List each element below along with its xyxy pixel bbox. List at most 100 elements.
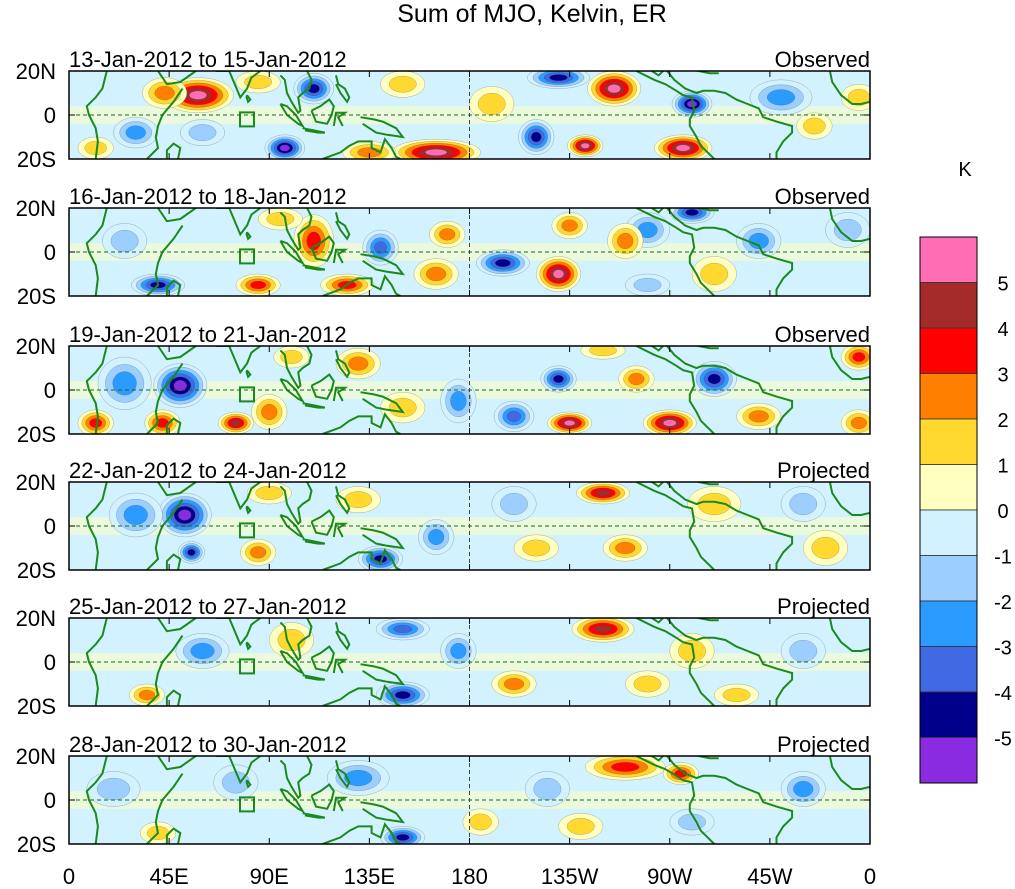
anomaly-contour — [766, 89, 796, 106]
coastline — [85, 208, 108, 296]
x-axis: 0 45E 90E 135E 180 135W 90W 45W 0 — [63, 864, 876, 889]
colorbar-label: -5 — [994, 729, 1012, 751]
coastline — [694, 346, 719, 350]
anomaly-contour — [530, 131, 542, 143]
coastline — [310, 373, 335, 400]
panel-status: Projected — [777, 732, 870, 757]
coastline — [157, 618, 197, 633]
anomaly-contour — [250, 546, 267, 559]
coastline — [146, 773, 184, 844]
y-tick-label: 20N — [16, 470, 56, 495]
anomaly-contour — [533, 777, 562, 801]
region-box — [239, 386, 255, 403]
anomaly-contour — [173, 380, 187, 392]
coastline — [279, 482, 313, 526]
coastline — [694, 756, 719, 760]
y-tick-label: 20S — [17, 284, 56, 309]
colorbar-label: 1 — [997, 456, 1008, 478]
anomaly-contour — [280, 350, 303, 364]
coastline — [215, 618, 261, 647]
colorbar-label: -1 — [994, 547, 1012, 569]
anomaly-contour — [506, 410, 522, 422]
coastline — [651, 71, 794, 159]
anomaly-contour — [675, 144, 691, 152]
anomaly-contour — [722, 688, 751, 702]
coastline — [332, 248, 349, 264]
coastline — [335, 622, 351, 651]
coastline — [157, 756, 197, 771]
panels: 20N 0 20S 13-Jan-2012 to 15-Jan-2012 Observe… — [16, 47, 871, 857]
panel-status: Projected — [777, 594, 870, 619]
colorbar-swatch — [919, 282, 978, 329]
anomaly-contour — [425, 148, 448, 156]
anomaly-contour — [589, 346, 617, 357]
colorbar: K 5 4 3 2 1 0 -1 -2 -3 -4 -5 — [919, 159, 1012, 784]
y-tick-label: 0 — [44, 788, 56, 813]
coastline — [335, 760, 351, 789]
colorbar-swatch — [919, 737, 978, 784]
x-tick-label: 45W — [747, 864, 792, 889]
panel-date-range: 16-Jan-2012 to 18-Jan-2012 — [69, 184, 347, 209]
anomaly-contour — [833, 218, 862, 242]
anomaly-contour — [617, 232, 634, 250]
anomaly-contour — [564, 420, 576, 426]
coastline — [360, 663, 406, 686]
coastline — [335, 486, 351, 515]
panel: 20N 0 20S 25-Jan-2012 to 27-Jan-2012 Project… — [16, 594, 871, 719]
coastline — [651, 346, 794, 434]
anomaly-contour — [607, 84, 621, 94]
coastline — [157, 71, 197, 86]
anomaly-contour — [561, 219, 578, 232]
coastline — [146, 363, 184, 434]
coastline — [279, 208, 313, 252]
y-tick-label: 20N — [16, 334, 56, 359]
anomaly-contour — [189, 90, 207, 100]
region-box — [239, 658, 255, 675]
anomaly-contour — [450, 642, 467, 660]
coastline — [146, 225, 184, 296]
colorbar-label: -2 — [994, 592, 1012, 614]
anomaly-contour — [580, 142, 590, 149]
anomaly-contour — [566, 818, 595, 835]
panel-date-range: 25-Jan-2012 to 27-Jan-2012 — [69, 594, 347, 619]
panel-date-range: 19-Jan-2012 to 21-Jan-2012 — [69, 322, 347, 347]
coastline — [215, 346, 261, 375]
anomaly-contour — [439, 228, 456, 241]
coastline — [322, 684, 401, 706]
coastline — [694, 618, 719, 622]
coastline — [694, 208, 719, 212]
coastline — [332, 658, 349, 674]
y-tick-label: 20S — [17, 694, 56, 719]
coastline — [360, 253, 406, 276]
anomaly-field — [69, 71, 870, 159]
coastline — [157, 346, 197, 361]
anomaly-contour — [595, 489, 611, 497]
coastline — [335, 350, 351, 379]
coastline — [146, 499, 184, 570]
coastlines — [85, 346, 870, 434]
coastline — [245, 231, 252, 241]
coastline — [85, 618, 108, 706]
anomaly-contour — [266, 212, 295, 226]
coastline — [279, 346, 313, 390]
anomaly-contour — [495, 259, 511, 267]
anomaly-contour — [450, 391, 467, 411]
coastline — [360, 391, 406, 414]
colorbar-swatch — [919, 236, 978, 283]
anomaly-contour — [611, 762, 640, 772]
colorbar-label: 3 — [997, 365, 1008, 387]
coastline — [215, 71, 261, 100]
anomaly-contour — [628, 372, 645, 386]
anomaly-contour — [230, 419, 242, 427]
coastline — [245, 641, 252, 651]
anomaly-contour — [469, 813, 492, 831]
coastline — [157, 208, 197, 223]
coastline — [215, 482, 261, 511]
coastline — [635, 208, 715, 296]
coastline — [85, 346, 108, 434]
chart-title: Sum of MJO, Kelvin, ER — [397, 0, 667, 28]
coastline — [279, 618, 313, 662]
anomaly-contour — [394, 691, 411, 699]
coastline — [245, 505, 252, 515]
